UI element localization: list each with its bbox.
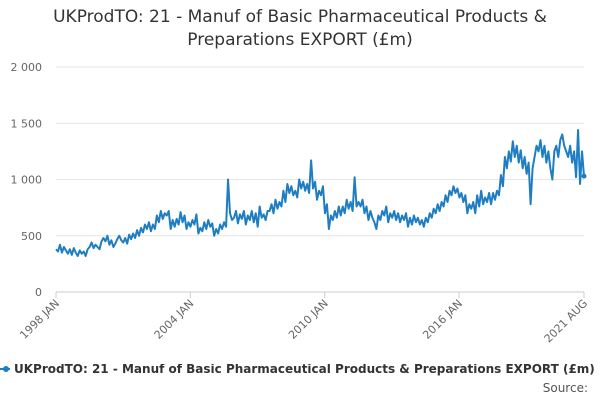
y-tick-label: 0 (35, 286, 42, 299)
x-axis-ticks: 1998 JAN 2004 JAN 2010 JAN 2016 JAN 2021 AUG (17, 292, 590, 345)
chart-title: UKProdTO: 21 - Manuf of Basic Pharmaceut… (0, 6, 600, 52)
y-tick-label: 1 000 (11, 174, 43, 187)
y-tick-label: 500 (21, 230, 42, 243)
legend-label: UKProdTO: 21 - Manuf of Basic Pharmaceut… (14, 364, 595, 376)
legend-swatch-icon (0, 366, 10, 372)
x-tick-label: 2021 AUG (542, 297, 591, 346)
x-tick-label: 2004 JAN (152, 297, 197, 342)
chart-title-line1: UKProdTO: 21 - Manuf of Basic Pharmaceut… (53, 7, 547, 27)
y-axis-ticks: 2 000 1 500 1 000 500 0 (11, 61, 43, 299)
x-tick-label: 2016 JAN (420, 297, 465, 342)
source-label: Source: (542, 381, 588, 395)
y-tick-label: 1 500 (11, 117, 43, 130)
chart-title-line2: Preparations EXPORT (£m) (187, 30, 413, 50)
series-line (55, 129, 585, 257)
x-tick-label: 2010 JAN (286, 297, 331, 342)
y-tick-label: 2 000 (11, 61, 43, 74)
series-last-point (581, 173, 587, 179)
gridlines (56, 66, 584, 293)
legend[interactable]: UKProdTO: 21 - Manuf of Basic Pharmaceut… (0, 364, 600, 382)
x-tick-label: 1998 JAN (17, 297, 62, 342)
